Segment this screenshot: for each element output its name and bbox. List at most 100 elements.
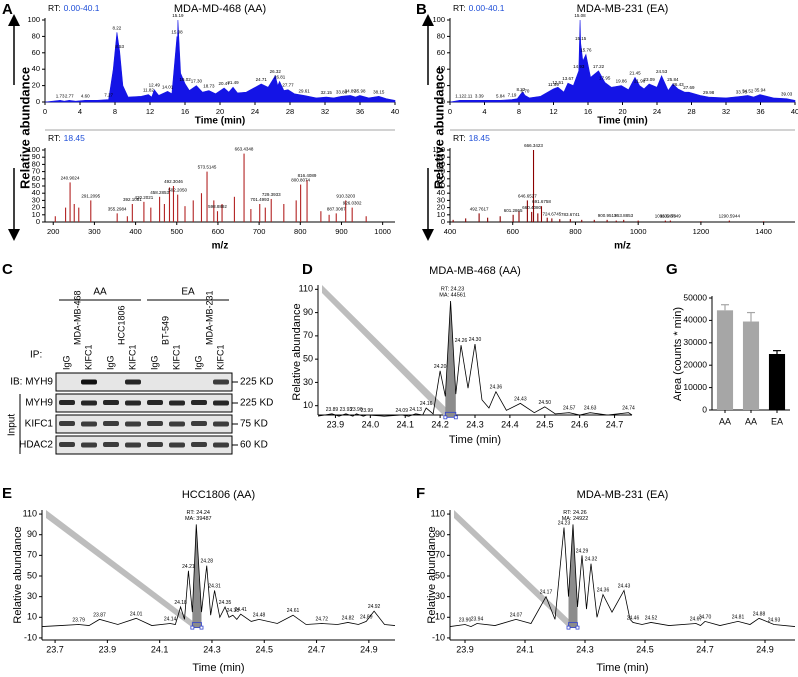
x-tick-label: 28 — [286, 107, 294, 116]
peak-label: 24.36 — [490, 385, 503, 391]
peak-label: 724.6745 — [542, 211, 561, 216]
ip-label: IP: — [30, 350, 42, 361]
y-tick-label: 90 — [437, 152, 445, 161]
peak-annotation: MA: 24922 — [562, 516, 589, 522]
x-tick-label: 28 — [687, 107, 695, 116]
peak-label: 8.22 — [517, 87, 526, 92]
y-tick-label: 110 — [431, 508, 445, 518]
bar — [768, 354, 786, 410]
x-axis-title: Time (min) — [596, 662, 648, 674]
rt-prefix: RT: — [48, 3, 61, 13]
band — [81, 442, 97, 448]
x-tick-label: 400 — [129, 227, 142, 236]
x-tick-label: 23.9 — [456, 644, 474, 654]
peak-label: 17.22 — [593, 64, 605, 69]
rt-prefix: RT: — [453, 3, 466, 13]
peak-label: 24.14 — [164, 616, 177, 622]
x-tick-label: 500 — [171, 227, 184, 236]
y-tick-label: 30 — [437, 195, 445, 204]
peak-label: 26.81 — [274, 75, 286, 80]
band — [103, 421, 119, 426]
y-tick-label: 80 — [32, 159, 40, 168]
panel-letter: D — [302, 261, 313, 278]
integrated-area — [568, 524, 578, 628]
y-tick-label: 0 — [441, 217, 445, 226]
band — [125, 400, 141, 406]
x-tick-label: 1000 — [374, 227, 391, 236]
band — [213, 379, 229, 385]
x-tick-label: 23.9 — [327, 419, 345, 429]
peak-label: 12.51 — [552, 80, 564, 85]
peak-label: 24.50 — [539, 400, 552, 406]
peak-label: 23.93 — [340, 407, 353, 413]
x-tick-label: 24.5 — [536, 419, 554, 429]
peak-label: 24.43 — [618, 583, 631, 589]
y-tick-label: 110 — [23, 508, 37, 518]
x-tick-label: 24.2 — [431, 419, 449, 429]
x-axis-title: Time (min) — [192, 662, 244, 674]
y-axis-title: Relative abundance — [431, 67, 446, 189]
x-tick-label: 24.6 — [571, 419, 589, 429]
peak-label: 783.6741 — [561, 212, 580, 217]
peak-label: 1086.6474 — [655, 214, 677, 219]
trace — [41, 524, 396, 627]
y-tick-label: 70 — [437, 167, 445, 176]
y-tick-label: 10 — [435, 612, 445, 622]
peak-label: 35.94 — [754, 88, 766, 93]
peak-label: 18.73 — [203, 84, 215, 89]
chart-title: MDA-MB-231 (EA) — [577, 3, 669, 15]
y-tick-label: 10 — [27, 612, 37, 622]
peak-label: 23.94 — [471, 616, 484, 622]
y-axis-title: Area (counts * min) — [672, 307, 684, 401]
peak-label: 8.53 — [115, 44, 124, 49]
y-tick-label: 40 — [32, 64, 40, 73]
chart-title: MDA-MB-231 (EA) — [577, 489, 669, 501]
peak-label: 666.3423 — [524, 143, 543, 148]
y-tick-label: 60 — [32, 174, 40, 183]
integration-marker — [453, 415, 458, 420]
integration-marker — [190, 625, 195, 630]
peak-label: 24.71 — [256, 77, 268, 82]
peak-label: 24.31 — [208, 583, 221, 589]
x-tick-label: 24.1 — [396, 419, 414, 429]
peak-label: 24.43 — [514, 396, 527, 402]
y-tick-label: 70 — [27, 550, 37, 560]
peak-label: 35.98 — [354, 88, 366, 93]
x-tick-label: 24.3 — [466, 419, 484, 429]
peak-label: 392.1081 — [123, 197, 142, 202]
band — [125, 442, 141, 448]
peak-label: 17.30 — [191, 79, 203, 84]
y-tick-label: 70 — [435, 550, 445, 560]
x-tick-label: 32 — [722, 107, 730, 116]
x-tick-label: 24.4 — [501, 419, 519, 429]
band — [59, 442, 75, 447]
peak-label: 24.26 — [455, 338, 468, 344]
band — [147, 442, 163, 447]
peak-label: 492.3046 — [164, 179, 183, 184]
chart-title: MDA-MD-468 (AA) — [174, 3, 266, 15]
x-tick-label: 8 — [517, 107, 521, 116]
band — [81, 421, 97, 427]
y-tick-label: 90 — [27, 529, 37, 539]
peak-label: 24.32 — [585, 557, 598, 563]
peak-label: 23.90 — [459, 618, 472, 624]
peak-label: 3.39 — [475, 93, 484, 98]
peak-label: 15.76 — [580, 47, 592, 52]
integration-box — [444, 411, 457, 418]
peak-label: 24.82 — [342, 615, 355, 621]
peak-label: 660.4080 — [522, 205, 541, 210]
rt-label: RT: 0.00-40.1 — [48, 3, 100, 13]
x-tick-label: 800 — [294, 227, 307, 236]
y-tick-label: 90 — [435, 529, 445, 539]
x-tick-label: 600 — [212, 227, 225, 236]
y-tick-label: 100 — [432, 15, 445, 24]
x-tick-label: 24.5 — [255, 644, 273, 654]
row-label: IB: MYH9 — [10, 377, 53, 388]
x-axis-title: m/z — [614, 241, 631, 252]
x-tick-label: 24 — [653, 107, 661, 116]
peak-label: 24.17 — [540, 590, 553, 596]
y-tick-label: 50 — [435, 570, 445, 580]
y-tick-label: 30 — [27, 591, 37, 601]
y-tick-label: 110 — [299, 284, 313, 294]
peak-label: 24.52 — [645, 615, 658, 621]
